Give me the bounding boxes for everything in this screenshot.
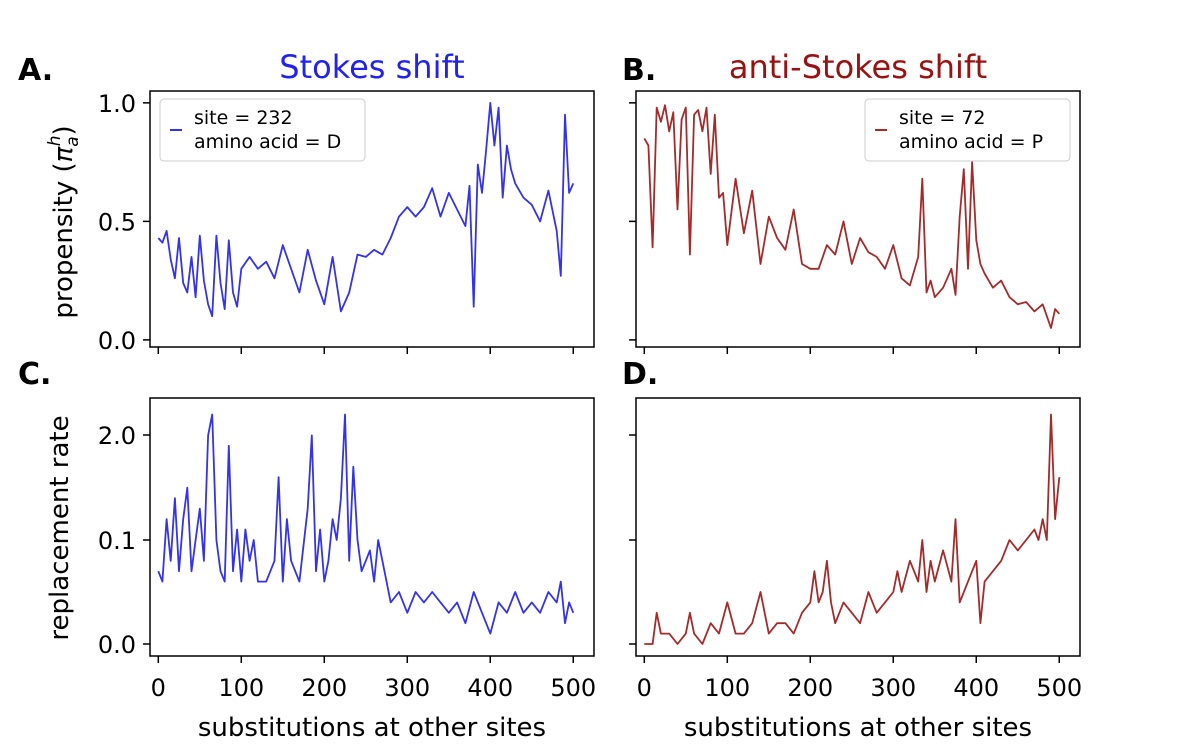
x-tick-label: 100 bbox=[218, 674, 264, 702]
ylabel-propensity-close: ) bbox=[49, 125, 79, 135]
x-tick-label: 400 bbox=[467, 674, 513, 702]
legend-box bbox=[159, 98, 366, 162]
x-tick-label: 300 bbox=[384, 674, 430, 702]
legend-text: amino acid = P bbox=[899, 131, 1043, 153]
x-tick-label: 200 bbox=[301, 674, 347, 702]
x-tick-label: 0 bbox=[151, 674, 166, 702]
x-tick-label: 100 bbox=[704, 674, 750, 702]
panel-label-b: B. bbox=[622, 53, 656, 88]
y-tick-label: 1.0 bbox=[98, 90, 136, 118]
series-line bbox=[644, 413, 1061, 645]
y-tick-label: 0.0 bbox=[98, 327, 136, 355]
panel-d: 0 100 200 300 400 500 bbox=[629, 397, 1082, 702]
x-tick-label: 0 bbox=[637, 674, 652, 702]
legend-box bbox=[864, 98, 1071, 162]
series-line bbox=[157, 413, 575, 635]
axes-frame bbox=[635, 90, 1081, 348]
ylabel-propensity: propensity (πah) bbox=[45, 125, 83, 318]
legend-text: site = 232 bbox=[194, 107, 293, 129]
y-tick-label: 0.1 bbox=[98, 527, 136, 555]
legend-text: site = 72 bbox=[899, 107, 986, 129]
series-line bbox=[643, 104, 1060, 329]
title-stokes: Stokes shift bbox=[279, 48, 464, 86]
ylabel-propensity-sub: a bbox=[63, 136, 83, 146]
panel-c: 0 100 200 300 400 500 0.0 0.1 2.0 bbox=[98, 397, 596, 702]
title-anti-stokes: anti-Stokes shift bbox=[729, 48, 987, 86]
y-tick-label: 0.0 bbox=[98, 631, 136, 659]
x-tick-label: 500 bbox=[1036, 674, 1082, 702]
ylabel-propensity-sup: h bbox=[45, 136, 65, 147]
x-tick-label: 200 bbox=[787, 674, 833, 702]
panel-label-a: A. bbox=[18, 53, 53, 88]
axes-frame bbox=[149, 397, 595, 657]
panel-label-c: C. bbox=[18, 357, 51, 392]
x-tick-label: 500 bbox=[550, 674, 596, 702]
ylabel-replacement-rate: replacement rate bbox=[45, 415, 75, 640]
axes-frame bbox=[635, 397, 1081, 657]
ylabel-propensity-text: propensity ( bbox=[49, 162, 79, 318]
axes-frame bbox=[149, 90, 595, 348]
y-tick-label: 2.0 bbox=[98, 422, 136, 450]
x-tick-label: 300 bbox=[870, 674, 916, 702]
ylabel-propensity-symbol: π bbox=[49, 146, 79, 162]
legend-text: amino acid = D bbox=[194, 131, 341, 153]
panel-label-d: D. bbox=[622, 357, 658, 392]
series-line bbox=[157, 102, 575, 318]
xlabel-right: substitutions at other sites bbox=[684, 713, 1032, 743]
xlabel-left: substitutions at other sites bbox=[198, 713, 546, 743]
y-tick-label: 0.5 bbox=[98, 208, 136, 236]
x-tick-label: 400 bbox=[953, 674, 999, 702]
